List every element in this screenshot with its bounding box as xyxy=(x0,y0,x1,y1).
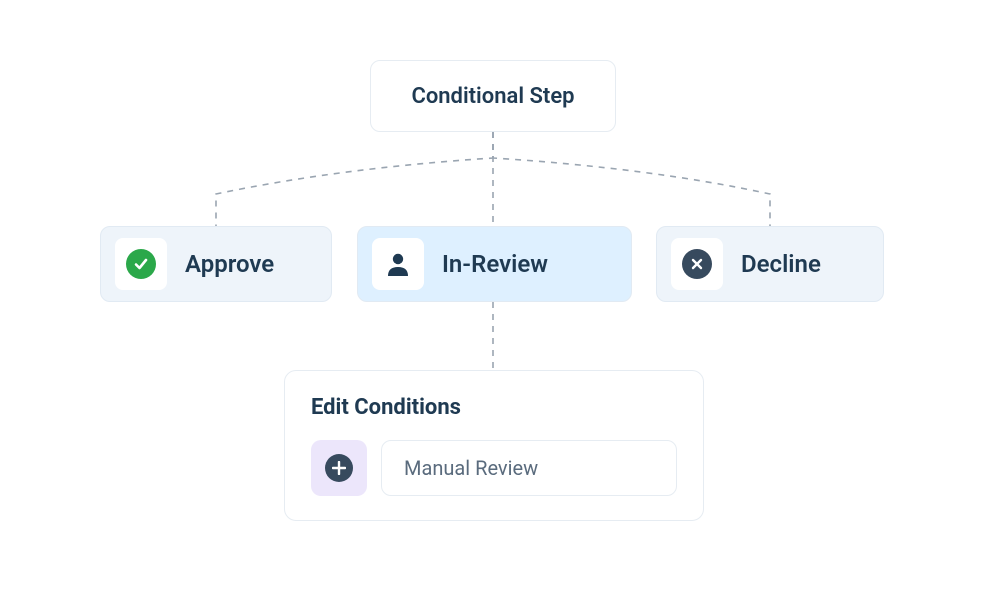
x-icon xyxy=(671,238,723,290)
branch-decline[interactable]: Decline xyxy=(656,226,884,302)
root-node[interactable]: Conditional Step xyxy=(370,60,616,132)
branch-label: In-Review xyxy=(442,250,548,278)
branch-in-review[interactable]: In-Review xyxy=(357,226,632,302)
plus-icon xyxy=(325,454,353,482)
branch-label: Approve xyxy=(185,250,274,278)
check-icon xyxy=(115,238,167,290)
root-label: Conditional Step xyxy=(411,84,574,109)
edit-conditions-panel: Edit Conditions Manual Review xyxy=(284,370,704,521)
edge-root-decline xyxy=(493,132,770,226)
branch-label: Decline xyxy=(741,250,821,278)
panel-title: Edit Conditions xyxy=(311,395,677,420)
branch-approve[interactable]: Approve xyxy=(100,226,332,302)
panel-row: Manual Review xyxy=(311,440,677,496)
condition-tag[interactable]: Manual Review xyxy=(381,440,677,496)
diagram-canvas: Conditional Step Approve In-Review Decline… xyxy=(0,0,986,601)
person-icon xyxy=(372,238,424,290)
condition-tag-label: Manual Review xyxy=(404,456,538,480)
add-condition-button[interactable] xyxy=(311,440,367,496)
edge-root-approve xyxy=(216,132,493,226)
